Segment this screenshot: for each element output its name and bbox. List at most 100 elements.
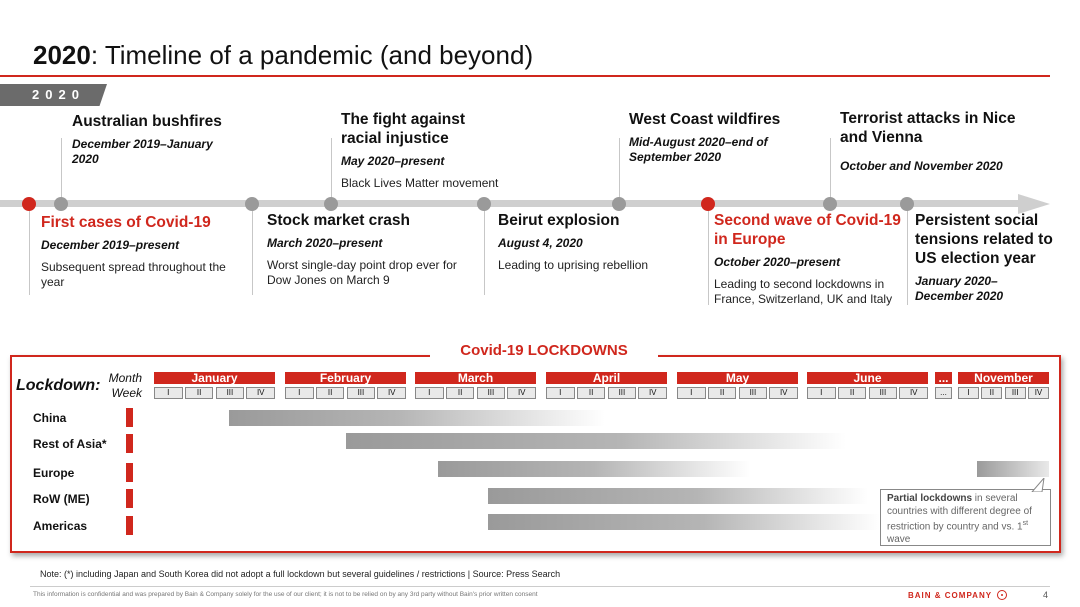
event-date: December 2019–present (41, 238, 180, 252)
lockdown-bar-rest-of-asia (346, 433, 846, 449)
event-title: West Coast wildfires (629, 111, 781, 128)
month-header: ... (935, 372, 952, 384)
title-rule (0, 75, 1050, 77)
event-social-tensions: Persistent social tensions related to US… (915, 211, 1065, 304)
region-label-china: China (33, 411, 67, 425)
week-cell: IV (246, 387, 275, 399)
event-australian-bushfires: Australian bushfires December 2019–Janua… (72, 112, 242, 167)
week-cell: III (346, 387, 376, 399)
week-cell: III (215, 387, 245, 399)
timeline-dot-stock-crash (245, 197, 259, 211)
footer-rule (30, 586, 1050, 587)
week-cell: I (154, 387, 183, 399)
event-first-cases-covid: First cases of Covid-19 December 2019–pr… (41, 213, 241, 290)
event-title: Second wave of Covid-19 in Europe (714, 212, 901, 248)
week-cell: ... (935, 387, 952, 399)
region-label-rest-of-asia: Rest of Asia* (33, 437, 107, 451)
lockdowns-title: Covid-19 LOCKDOWNS (430, 342, 658, 359)
event-date: May 2020–present (341, 154, 445, 168)
region-marker (126, 463, 133, 482)
event-beirut-explosion: Beirut explosion August 4, 2020 Leading … (498, 211, 688, 273)
timeline-dot-bushfires (54, 197, 68, 211)
leader-line (907, 207, 908, 305)
lockdown-bar-china (229, 410, 605, 426)
timeline-dot-social-tensions (900, 197, 914, 211)
lockdown-label: Lockdown: (16, 377, 101, 394)
week-cell: IV (507, 387, 536, 399)
callout-end: wave (887, 533, 911, 545)
month-label: Month (108, 371, 142, 385)
callout-tail-icon (1031, 478, 1045, 492)
month-header: April (546, 372, 667, 384)
event-date: December 2019–January 2020 (72, 137, 213, 166)
month-header: February (285, 372, 406, 384)
week-cell: IV (899, 387, 928, 399)
event-title: Terrorist attacks in Nice and Vienna (840, 110, 1016, 146)
callout-sup: st (1022, 520, 1029, 527)
month-header: May (677, 372, 798, 384)
week-cell: II (184, 387, 214, 399)
event-date: August 4, 2020 (498, 236, 583, 250)
event-desc: Leading to second lockdowns in France, S… (714, 277, 893, 306)
week-cell: IV (377, 387, 406, 399)
region-marker (126, 489, 133, 508)
event-racial-injustice: The fight against racial injustice May 2… (341, 110, 531, 191)
leader-line (29, 207, 30, 295)
event-title: The fight against racial injustice (341, 111, 465, 147)
region-marker (126, 516, 133, 535)
leader-line (484, 207, 485, 295)
leader-line (252, 207, 253, 295)
event-date: January 2020–December 2020 (915, 274, 1004, 303)
timeline-dot-covid-first (22, 197, 36, 211)
year-tab: 2020 (0, 84, 107, 106)
week-cell: I (677, 387, 706, 399)
region-label-europe: Europe (33, 466, 75, 480)
month-header: March (415, 372, 536, 384)
event-desc: Worst single-day point drop ever for Dow… (267, 258, 457, 287)
week-cell: II (576, 387, 606, 399)
timeline-dot-beirut (477, 197, 491, 211)
event-second-wave-europe: Second wave of Covid-19 in Europe Octobe… (714, 211, 906, 307)
month-header: June (807, 372, 928, 384)
timeline-axis (0, 200, 1020, 207)
title-year: 2020 (33, 40, 91, 70)
leader-line (331, 138, 332, 200)
event-desc: Subsequent spread throughout the year (41, 260, 226, 289)
leader-line (61, 138, 62, 200)
timeline-dot-racial-injustice (324, 197, 338, 211)
timeline-dot-terror (823, 197, 837, 211)
footnote: Note: (*) including Japan and South Kore… (40, 569, 561, 579)
timeline-arrow-icon (1018, 194, 1050, 214)
event-date: October and November 2020 (840, 159, 1003, 173)
page-title: 2020: Timeline of a pandemic (and beyond… (33, 40, 533, 71)
brand-name: BAIN & COMPANY (908, 591, 993, 600)
event-desc: Black Lives Matter movement (341, 176, 499, 190)
callout-bold: Partial lockdowns (887, 493, 973, 504)
partial-lockdowns-callout: Partial lockdowns in several countries w… (880, 489, 1051, 546)
week-label: Week (111, 386, 142, 400)
event-date: Mid-August 2020–end of September 2020 (629, 135, 768, 164)
week-cell: III (476, 387, 506, 399)
week-cell: I (415, 387, 444, 399)
week-cell: II (837, 387, 867, 399)
week-cell: II (707, 387, 737, 399)
event-title: Stock market crash (267, 212, 411, 229)
brand-mark-icon (997, 590, 1008, 600)
page-number: 4 (1043, 590, 1049, 600)
region-label-row-me: RoW (ME) (33, 492, 90, 506)
week-cell: II (445, 387, 475, 399)
event-west-coast-wildfires: West Coast wildfires Mid-August 2020–end… (629, 110, 804, 165)
callout-text: in several countries with different degr… (887, 493, 1032, 533)
week-cell: III (607, 387, 637, 399)
event-terrorist-attacks: Terrorist attacks in Nice and Vienna Oct… (840, 109, 1030, 174)
week-cell: II (981, 387, 1003, 399)
week-cell: I (958, 387, 980, 399)
lockdown-bar-row-me (488, 488, 868, 504)
week-cell: IV (769, 387, 798, 399)
lockdown-bar-europe (438, 461, 750, 477)
week-cell: I (546, 387, 575, 399)
region-marker (126, 408, 133, 427)
week-cell: III (738, 387, 768, 399)
title-text: : Timeline of a pandemic (and beyond) (90, 40, 534, 70)
leader-line (708, 207, 709, 305)
